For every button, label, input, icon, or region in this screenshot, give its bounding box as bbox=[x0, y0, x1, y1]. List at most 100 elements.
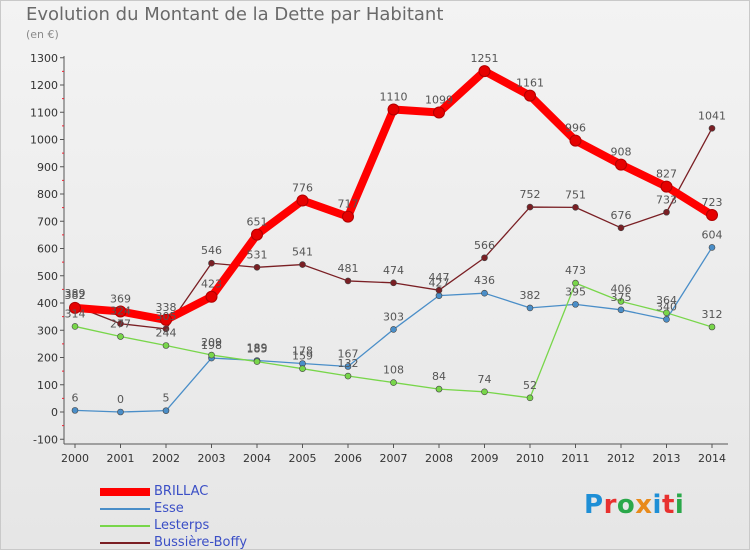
data-point-brillac bbox=[615, 158, 627, 171]
data-label-esse: 340 bbox=[656, 300, 677, 313]
y-tick-label: 900 bbox=[37, 161, 58, 174]
data-label-bussi-re-boffy: 481 bbox=[338, 262, 359, 275]
x-tick-label: 2005 bbox=[289, 452, 317, 465]
data-point-esse bbox=[708, 244, 716, 251]
data-label-esse: 427 bbox=[429, 277, 450, 290]
data-point-brillac bbox=[205, 290, 218, 303]
x-tick-label: 2010 bbox=[516, 452, 544, 465]
data-label-esse: 5 bbox=[163, 392, 170, 405]
data-point-esse bbox=[162, 407, 170, 414]
data-point-brillac bbox=[69, 301, 81, 314]
data-point-esse bbox=[344, 363, 352, 370]
data-point-bussi-re-boffy bbox=[390, 279, 397, 287]
data-label-bussi-re-boffy: 733 bbox=[656, 193, 677, 206]
data-point-lesterps bbox=[117, 333, 124, 340]
data-label-lesterps: 312 bbox=[702, 308, 723, 321]
data-point-brillac bbox=[387, 103, 400, 116]
data-point-lesterps bbox=[344, 372, 352, 380]
data-label-lesterps: 132 bbox=[338, 357, 359, 370]
legend-swatch bbox=[100, 542, 150, 544]
data-label-esse: 0 bbox=[117, 393, 124, 406]
y-tick-label: 0 bbox=[51, 406, 58, 419]
data-label-esse: 382 bbox=[520, 289, 541, 302]
data-point-brillac bbox=[251, 228, 263, 241]
data-point-brillac bbox=[569, 134, 582, 147]
data-label-brillac: 908 bbox=[611, 146, 632, 159]
data-point-lesterps bbox=[572, 279, 579, 287]
data-point-lesterps bbox=[71, 323, 79, 330]
data-point-lesterps bbox=[617, 298, 625, 305]
y-tick-label: 700 bbox=[37, 215, 58, 228]
data-label-bussi-re-boffy: 447 bbox=[429, 271, 450, 284]
data-label-brillac: 776 bbox=[292, 182, 313, 195]
data-label-brillac: 369 bbox=[110, 292, 131, 305]
data-label-lesterps: 185 bbox=[247, 343, 268, 356]
data-point-esse bbox=[572, 301, 579, 308]
y-tick-label: 1300 bbox=[30, 52, 58, 65]
data-point-esse bbox=[435, 292, 443, 299]
data-point-lesterps bbox=[708, 323, 716, 331]
data-point-bussi-re-boffy bbox=[208, 259, 215, 267]
x-tick-label: 2000 bbox=[61, 452, 89, 465]
legend-label: Bussière-Boffy bbox=[154, 535, 248, 550]
data-point-brillac bbox=[342, 210, 354, 223]
data-point-brillac bbox=[160, 313, 172, 326]
data-point-bussi-re-boffy bbox=[481, 254, 488, 262]
proxiti-logo: Proxiti bbox=[584, 490, 685, 520]
data-label-esse: 6 bbox=[72, 391, 79, 404]
data-label-lesterps: 108 bbox=[383, 364, 404, 377]
data-label-lesterps: 159 bbox=[292, 350, 313, 363]
data-label-brillac: 996 bbox=[565, 122, 586, 135]
x-tick-label: 2002 bbox=[152, 452, 180, 465]
data-point-lesterps bbox=[390, 379, 397, 386]
data-label-brillac: 423 bbox=[201, 278, 222, 291]
data-label-brillac: 723 bbox=[702, 196, 723, 209]
data-point-bussi-re-boffy bbox=[435, 286, 443, 294]
data-point-esse bbox=[526, 304, 534, 312]
x-tick-label: 2003 bbox=[198, 452, 226, 465]
data-point-bussi-re-boffy bbox=[572, 204, 579, 211]
data-label-bussi-re-boffy: 676 bbox=[611, 209, 632, 222]
data-label-brillac: 1099 bbox=[425, 94, 453, 107]
legend-label: Esse bbox=[154, 501, 184, 516]
data-point-lesterps bbox=[663, 309, 670, 317]
x-tick-label: 2011 bbox=[562, 452, 590, 465]
data-point-bussi-re-boffy bbox=[299, 261, 306, 268]
data-label-bussi-re-boffy: 541 bbox=[292, 246, 313, 259]
data-label-bussi-re-boffy: 389 bbox=[65, 287, 86, 300]
data-label-bussi-re-boffy: 305 bbox=[156, 310, 177, 323]
data-label-brillac: 1110 bbox=[380, 91, 408, 104]
data-point-brillac bbox=[660, 180, 673, 193]
data-point-esse bbox=[617, 306, 625, 314]
data-label-esse: 167 bbox=[338, 347, 359, 360]
data-label-esse: 178 bbox=[292, 344, 313, 357]
y-tick-label: 1200 bbox=[30, 79, 58, 92]
data-label-brillac: 1161 bbox=[516, 77, 544, 90]
legend-label: Lesterps bbox=[154, 518, 210, 533]
data-point-esse bbox=[390, 326, 397, 333]
data-label-esse: 303 bbox=[383, 310, 404, 323]
data-label-bussi-re-boffy: 546 bbox=[201, 244, 222, 257]
data-label-lesterps: 473 bbox=[565, 264, 586, 277]
data-point-bussi-re-boffy bbox=[344, 277, 352, 285]
data-label-esse: 436 bbox=[474, 274, 495, 287]
data-label-lesterps: 84 bbox=[432, 370, 446, 383]
y-tick-label: 500 bbox=[37, 270, 58, 283]
y-tick-label: 1000 bbox=[30, 134, 58, 147]
data-point-bussi-re-boffy bbox=[253, 264, 261, 271]
data-point-esse bbox=[481, 289, 488, 297]
data-label-lesterps: 74 bbox=[478, 373, 492, 386]
data-label-brillac: 651 bbox=[247, 216, 268, 229]
y-tick-label: 1100 bbox=[30, 106, 58, 119]
data-point-lesterps bbox=[208, 351, 215, 359]
data-label-esse: 189 bbox=[247, 341, 268, 354]
data-point-lesterps bbox=[162, 342, 170, 349]
data-point-esse bbox=[663, 316, 670, 323]
data-label-bussi-re-boffy: 474 bbox=[383, 264, 404, 277]
data-point-bussi-re-boffy bbox=[617, 224, 625, 232]
data-point-brillac bbox=[296, 194, 309, 207]
y-tick-label: 300 bbox=[37, 324, 58, 337]
data-label-bussi-re-boffy: 324 bbox=[110, 305, 131, 318]
data-label-brillac: 827 bbox=[656, 168, 677, 181]
x-tick-label: 2009 bbox=[471, 452, 499, 465]
